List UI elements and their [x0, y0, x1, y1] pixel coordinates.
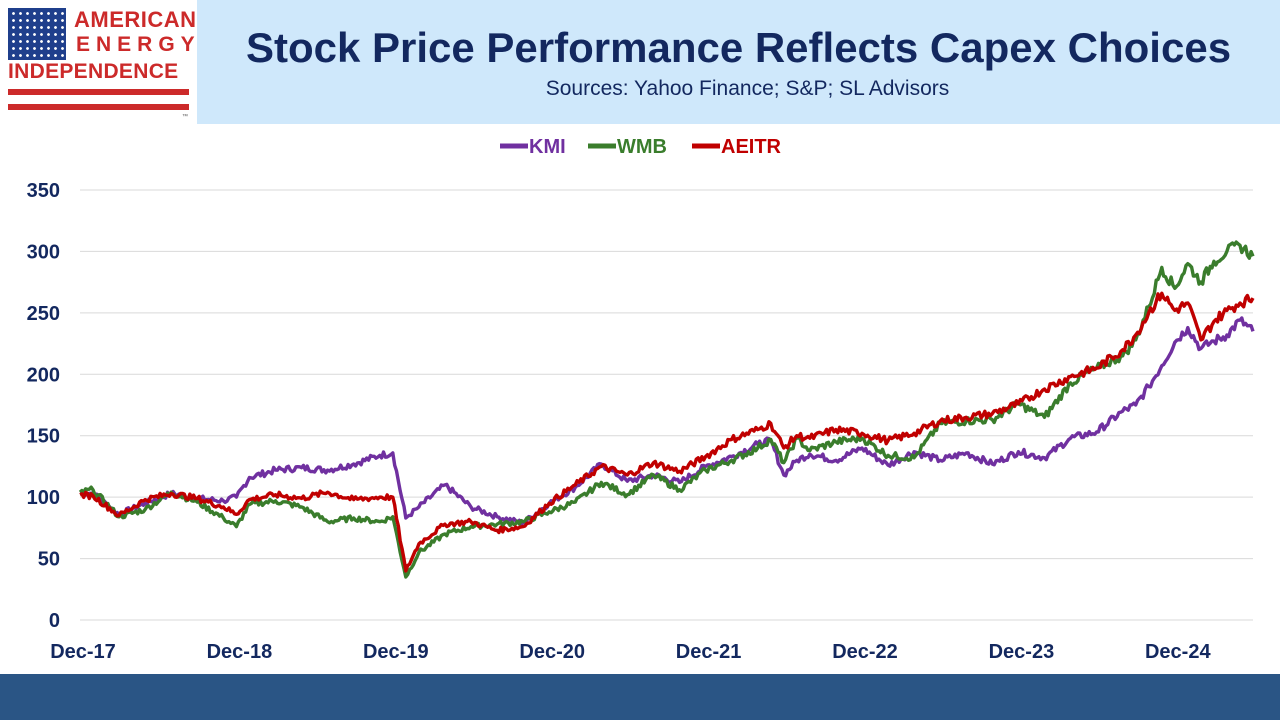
x-tick-label: Dec-17 [50, 641, 116, 663]
chart-legend: KMI WMB AEITR [500, 136, 782, 158]
logo-trademark: ™ [182, 114, 188, 120]
line-chart: 0 50 100 150 200 250 300 350 Dec-17 Dec-18 Dec-19… [27, 136, 1255, 663]
legend-label-kmi: KMI [529, 136, 566, 158]
y-tick-label: 200 [27, 364, 60, 386]
footer-bar [0, 674, 1280, 720]
series-line-kmi [79, 316, 1255, 526]
legend-label-wmb: WMB [617, 136, 667, 158]
sources-subtitle: Sources: Yahoo Finance; S&P; SL Advisors [545, 77, 950, 100]
chart-grid [80, 189, 1253, 621]
page-title: Stock Price Performance Reflects Capex C… [245, 24, 1232, 71]
flag-stars-icon [8, 8, 66, 60]
y-tick-label: 150 [27, 426, 60, 448]
logo: AMERICAN ENERGY INDEPENDENCE ™ [0, 0, 197, 124]
logo-stripe [8, 89, 189, 95]
logo-text-energy: ENERGY [76, 33, 201, 56]
y-axis: 0 50 100 150 200 250 300 350 [27, 180, 60, 632]
series-line-aeitr [79, 291, 1255, 573]
y-tick-label: 300 [27, 241, 60, 263]
y-tick-label: 250 [27, 303, 60, 325]
y-tick-label: 0 [49, 610, 60, 632]
x-tick-label: Dec-23 [989, 641, 1055, 663]
y-tick-label: 50 [38, 549, 60, 571]
y-tick-label: 100 [27, 487, 60, 509]
series-line-wmb [78, 240, 1255, 579]
header-banner [0, 0, 1280, 124]
chart-series [78, 240, 1255, 579]
y-tick-label: 350 [27, 180, 60, 202]
legend-label-aeitr: AEITR [721, 136, 782, 158]
x-tick-label: Dec-19 [363, 641, 429, 663]
x-tick-label: Dec-18 [207, 641, 273, 663]
logo-text-independence: INDEPENDENCE [8, 60, 179, 83]
x-tick-label: Dec-24 [1145, 641, 1211, 663]
x-tick-label: Dec-21 [676, 641, 742, 663]
x-axis: Dec-17 Dec-18 Dec-19 Dec-20 Dec-21 Dec-22 Dec-… [50, 641, 1211, 663]
x-tick-label: Dec-20 [519, 641, 585, 663]
x-tick-label: Dec-22 [832, 641, 898, 663]
logo-stripe [8, 104, 189, 110]
logo-text-american: AMERICAN [74, 7, 197, 32]
